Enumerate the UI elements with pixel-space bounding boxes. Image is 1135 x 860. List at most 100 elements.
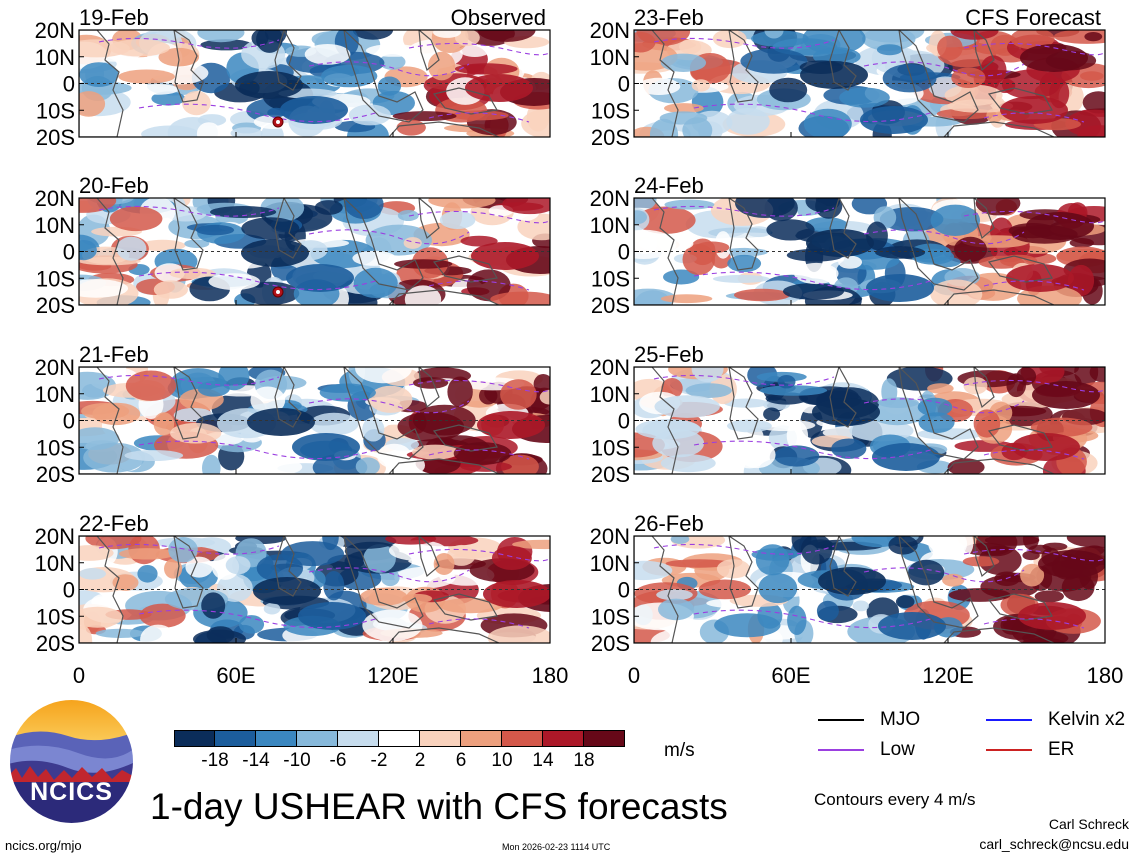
shear-cell	[948, 588, 1011, 602]
y-tick-label: 20N	[590, 524, 630, 549]
contour-note: Contours every 4 m/s	[814, 790, 976, 809]
shear-cell	[656, 589, 693, 601]
shear-cell	[973, 409, 1001, 438]
shear-cell	[79, 116, 95, 137]
shear-cell	[352, 250, 397, 266]
shear-cell	[1042, 542, 1068, 551]
shear-cell	[151, 91, 186, 106]
shear-cell	[895, 595, 915, 609]
coastline	[432, 255, 498, 283]
low-contour	[863, 229, 1025, 245]
shear-core	[1020, 44, 1088, 72]
shear-core	[878, 612, 946, 640]
shear-cell	[1016, 367, 1037, 386]
shear-cell	[931, 256, 961, 268]
shear-cell	[500, 379, 537, 410]
coastline	[173, 30, 204, 103]
shear-cell	[81, 403, 130, 420]
shear-cell	[962, 556, 1000, 567]
legend-label: Kelvin x2	[1048, 709, 1126, 730]
shear-cell	[712, 30, 747, 49]
shear-core	[1026, 212, 1094, 240]
shear-cell	[206, 626, 235, 643]
shear-cell	[685, 383, 732, 398]
y-tick-label: 10N	[590, 382, 630, 407]
y-tick-label: 10S	[591, 266, 630, 291]
coastline	[79, 198, 124, 305]
shear-cell	[79, 545, 114, 561]
shear-cell	[309, 412, 359, 436]
shear-core	[235, 71, 303, 99]
panel-date: 25-Feb	[634, 342, 704, 367]
ncics-logo[interactable]: NCICS	[8, 698, 135, 825]
shear-cell	[411, 444, 459, 460]
shear-cell	[385, 536, 437, 545]
colorbar-swatch	[461, 730, 502, 747]
y-tick-label: 0	[63, 240, 75, 265]
legend-label: MJO	[880, 709, 921, 730]
shear-cell	[787, 605, 807, 635]
shear-cell	[109, 206, 163, 232]
shear-cell	[392, 111, 457, 122]
legend-line	[818, 719, 864, 721]
shear-cell	[447, 376, 473, 408]
plot-area: 19-Feb Observed20N10N010S20S20-Feb20N10N0…	[35, 5, 1124, 688]
shear-cell	[108, 39, 170, 57]
coastline	[418, 198, 440, 240]
shear-cell	[937, 35, 963, 60]
coastline	[898, 367, 979, 460]
coastline	[898, 198, 979, 291]
y-tick-label: 10S	[36, 98, 75, 123]
shear-cell	[352, 30, 394, 40]
shear-cell	[769, 77, 808, 103]
low-contour	[653, 37, 835, 49]
shear-cell	[852, 600, 869, 612]
shear-cell	[746, 226, 772, 238]
low-contour	[653, 374, 835, 386]
shear-cell	[774, 445, 820, 467]
panel-date: 20-Feb	[79, 173, 149, 198]
y-tick-label: 10N	[35, 213, 75, 238]
coastline	[634, 30, 679, 137]
shear-cell	[520, 53, 547, 65]
y-tick-label: 10N	[35, 551, 75, 576]
y-tick-label: 20N	[35, 18, 75, 43]
coastline	[728, 536, 759, 609]
shear-cell	[95, 628, 146, 638]
y-tick-label: 20S	[591, 125, 630, 150]
shear-core	[800, 61, 868, 89]
low-contour	[983, 449, 1085, 460]
coastline	[987, 593, 1053, 621]
shear-cell	[141, 125, 200, 137]
shear-cell	[794, 262, 839, 285]
shear-cell	[169, 267, 216, 280]
colorbar-tick-label: 10	[491, 750, 513, 771]
author-email[interactable]: carl_schreck@ncsu.edu	[979, 836, 1129, 852]
shear-cell	[501, 454, 539, 474]
shear-cell	[984, 536, 1040, 546]
coastline	[432, 424, 498, 452]
coastline	[973, 198, 995, 240]
shear-cell	[1068, 264, 1095, 297]
shear-cell	[263, 602, 281, 615]
shear-core	[872, 443, 940, 471]
logo-text: NCICS	[30, 778, 113, 806]
y-tick-label: 10S	[591, 604, 630, 629]
site-link[interactable]: ncics.org/mjo	[5, 838, 82, 853]
shear-cell	[491, 546, 532, 570]
timestamp: Mon 2026-02-23 1114 UTC	[502, 842, 611, 852]
shear-core	[471, 242, 539, 270]
colorbar-swatch	[256, 730, 297, 747]
shear-core	[298, 602, 366, 630]
cyclone-eye	[276, 290, 280, 294]
colorbar-tick-label: 2	[414, 750, 426, 771]
shear-cell	[137, 565, 158, 583]
shear-cell	[355, 457, 380, 474]
shear-cell	[1065, 109, 1105, 137]
shear-cell	[740, 48, 808, 74]
coastline	[388, 627, 500, 643]
y-tick-label: 0	[618, 409, 630, 434]
low-contour	[138, 271, 380, 291]
